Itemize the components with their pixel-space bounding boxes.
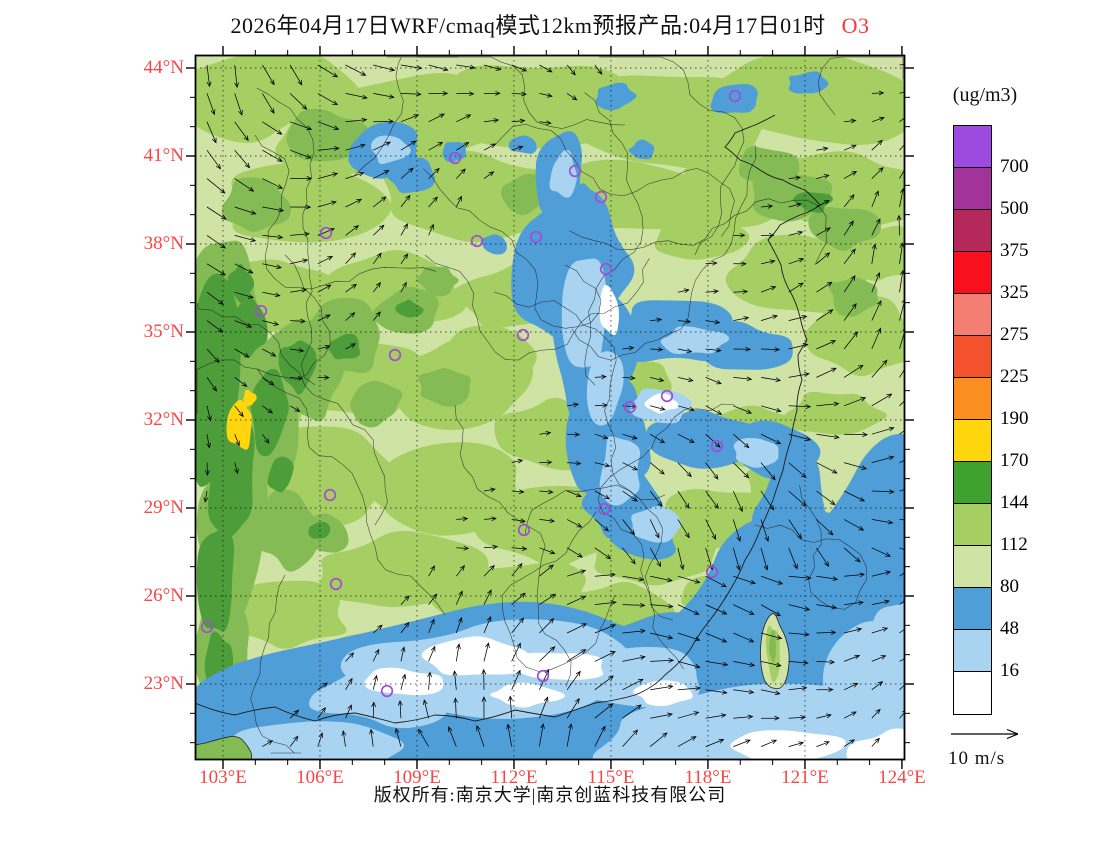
station-marker xyxy=(599,262,613,276)
station-marker xyxy=(529,230,543,244)
station-marker xyxy=(329,577,343,591)
station-marker xyxy=(536,669,550,683)
lat-tick-label: 38°N xyxy=(143,232,184,254)
station-marker xyxy=(319,226,333,240)
colorbar-cell xyxy=(954,420,991,462)
colorbar xyxy=(953,125,992,715)
lat-tick-label: 23°N xyxy=(143,672,184,694)
colorbar-tick-label: 48 xyxy=(1000,618,1019,639)
colorbar-cell xyxy=(954,168,991,210)
station-marker xyxy=(254,304,268,318)
colorbar-cell xyxy=(954,126,991,168)
colorbar-tick-label: 500 xyxy=(1000,198,1029,219)
colorbar-tick-label: 112 xyxy=(1000,534,1028,555)
colorbar-cell xyxy=(954,588,991,630)
colorbar-cell xyxy=(954,294,991,336)
station-marker xyxy=(380,684,394,698)
forecast-map xyxy=(186,46,914,769)
lat-tick-label: 35°N xyxy=(143,320,184,342)
title-text: 2026年04月17日WRF/cmaq模式12km预报产品:04月17日01时 xyxy=(230,13,826,38)
station-marker xyxy=(660,389,674,403)
colorbar-tick-label: 225 xyxy=(1000,366,1029,387)
lon-tick-label: 103°E xyxy=(199,767,247,788)
colorbar-tick-label: 375 xyxy=(1000,240,1029,261)
species-label: O3 xyxy=(841,13,870,38)
lat-tick-label: 41°N xyxy=(143,144,184,166)
colorbar-cell xyxy=(954,630,991,672)
lat-tick-label: 44°N xyxy=(143,57,184,78)
lat-tick-label: 32°N xyxy=(143,408,184,430)
colorbar-cell xyxy=(954,462,991,504)
lat-tick-label: 29°N xyxy=(143,496,184,518)
colorbar-cell xyxy=(954,504,991,546)
lat-tick-label: 26°N xyxy=(143,584,184,606)
station-marker xyxy=(448,151,462,165)
lon-tick-label: 106°E xyxy=(296,767,344,788)
colorbar-cell xyxy=(954,252,991,294)
station-marker xyxy=(516,328,530,342)
colorbar-tick-label: 700 xyxy=(1000,156,1029,177)
colorbar-cell xyxy=(954,546,991,588)
station-marker xyxy=(517,523,531,537)
station-marker xyxy=(568,164,582,178)
lon-tick-label: 109°E xyxy=(393,767,441,788)
station-marker xyxy=(623,400,637,414)
station-marker xyxy=(323,488,337,502)
colorbar-tick-label: 190 xyxy=(1000,408,1029,429)
station-marker xyxy=(728,89,742,103)
colorbar-cell xyxy=(954,210,991,252)
station-marker xyxy=(710,439,724,453)
wind-scale-label: 10 m/s xyxy=(948,748,1006,769)
station-marker xyxy=(594,190,608,204)
wind-scale-arrow-icon xyxy=(951,728,1019,740)
lon-tick-label: 118°E xyxy=(684,767,732,788)
colorbar-tick-label: 170 xyxy=(1000,450,1029,471)
station-marker xyxy=(200,620,214,634)
lon-tick-label: 121°E xyxy=(781,767,829,788)
colorbar-tick-label: 144 xyxy=(1000,492,1029,513)
province-boundaries xyxy=(195,56,904,754)
colorbar-tick-label: 325 xyxy=(1000,282,1029,303)
lon-tick-label: 115°E xyxy=(587,767,635,788)
station-marker xyxy=(470,234,484,248)
station-marker xyxy=(597,502,611,516)
colorbar-tick-label: 16 xyxy=(1000,660,1019,681)
colorbar-cell xyxy=(954,378,991,420)
station-marker xyxy=(388,348,402,362)
colorbar-tick-label: 275 xyxy=(1000,324,1029,345)
axis-ticks xyxy=(186,46,914,769)
station-markers xyxy=(200,89,742,698)
colorbar-cell xyxy=(954,672,991,714)
station-marker xyxy=(705,565,719,579)
graticule xyxy=(195,55,905,760)
lon-tick-label: 112°E xyxy=(490,767,538,788)
wind-legend: 10 m/s xyxy=(948,726,1044,770)
map-frame xyxy=(186,46,914,769)
colorbar-units: (ug/m3) xyxy=(952,84,1018,106)
copyright-footer: 版权所有:南京大学|南京创蓝科技有限公司 xyxy=(373,785,727,805)
concentration-field xyxy=(195,55,905,760)
lon-tick-label: 124°E xyxy=(878,767,926,788)
colorbar-tick-label: 80 xyxy=(1000,576,1019,597)
colorbar-cell xyxy=(954,336,991,378)
wind-vectors xyxy=(203,63,905,747)
page-title: 2026年04月17日WRF/cmaq模式12km预报产品:04月17日01时 … xyxy=(0,8,1100,40)
